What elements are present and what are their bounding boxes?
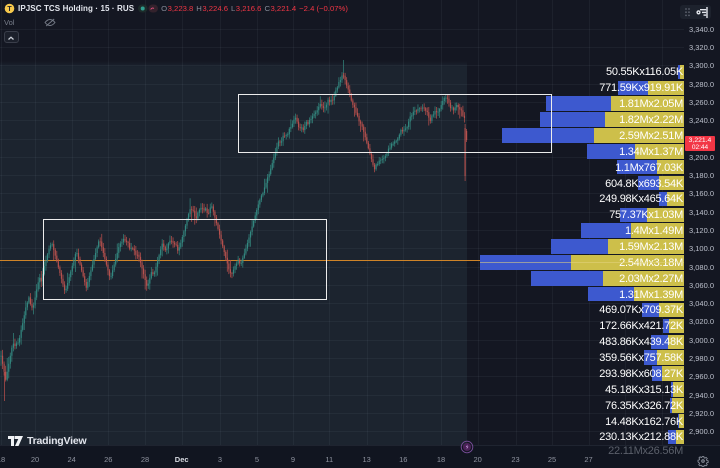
svg-text:T: T: [7, 6, 12, 13]
